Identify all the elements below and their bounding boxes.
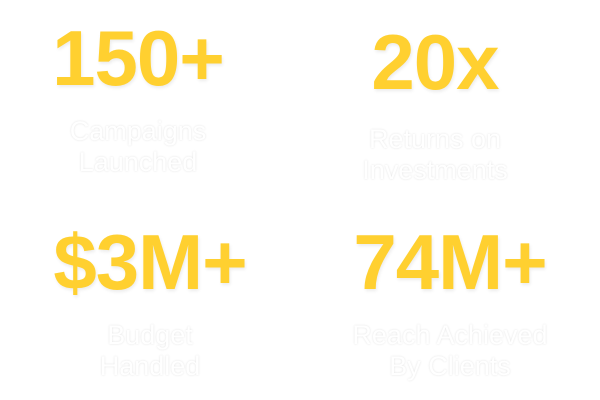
stat-label-line: Reach Achieved: [352, 320, 548, 350]
stat-label-line: Budget: [107, 320, 193, 350]
stat-label-line: Investments: [362, 155, 508, 185]
stat-label: Reach Achieved By Clients: [300, 320, 600, 382]
stat-label-line: Handled: [99, 351, 201, 381]
stat-label-line: By Clients: [389, 351, 511, 381]
stat-value: $3M+: [53, 218, 247, 306]
stat-label: Budget Handled: [0, 320, 300, 382]
stat-value: 20x: [371, 18, 499, 106]
stat-reach: 74M+ Reach Achieved By Clients: [300, 222, 600, 382]
stat-label-line: Launched: [78, 147, 198, 177]
stat-value: 150+: [52, 14, 225, 102]
stat-label-line: Campaigns: [69, 116, 207, 146]
stat-label: Campaigns Launched: [0, 116, 288, 178]
stat-label-line: Returns on: [368, 124, 502, 154]
stat-label: Returns on Investments: [285, 124, 585, 186]
stat-value: 74M+: [353, 218, 547, 306]
stat-returns: 20x Returns on Investments: [285, 22, 585, 186]
stat-campaigns: 150+ Campaigns Launched: [0, 18, 288, 178]
stat-budget: $3M+ Budget Handled: [0, 222, 300, 382]
